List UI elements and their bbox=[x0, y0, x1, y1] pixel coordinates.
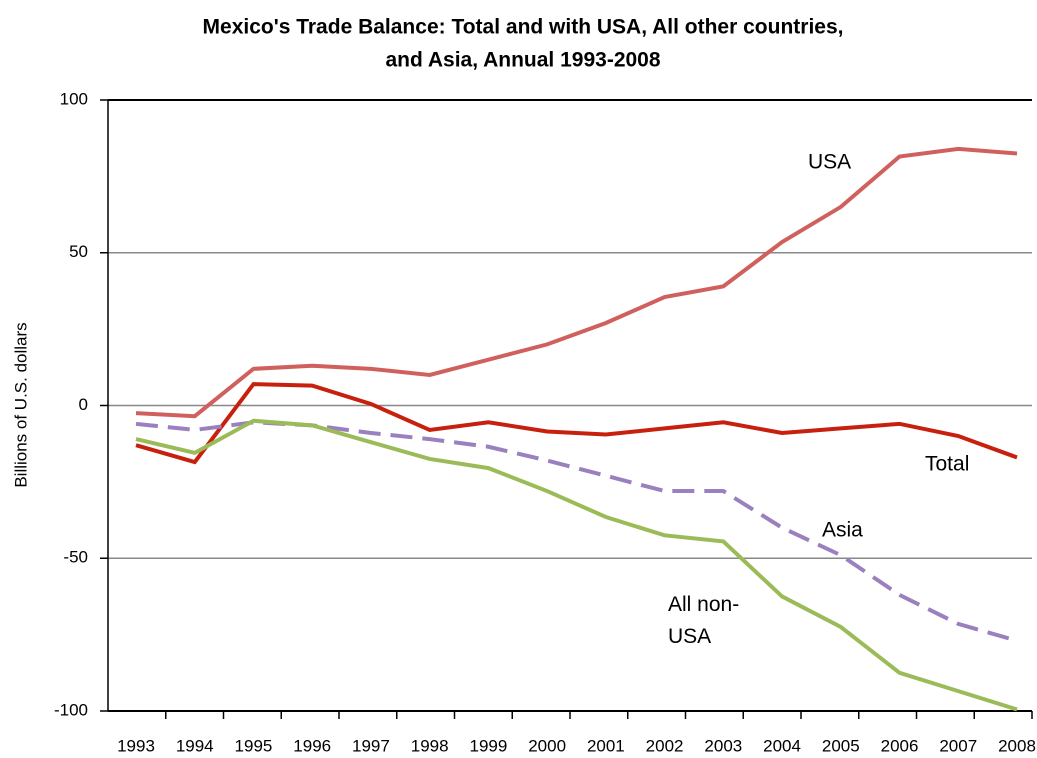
series-label: Asia bbox=[822, 519, 863, 542]
series-label: Total bbox=[925, 453, 969, 476]
x-tick-label: 2007 bbox=[939, 736, 977, 755]
x-tick-label: 1994 bbox=[176, 736, 214, 755]
x-tick-label: 2002 bbox=[646, 736, 684, 755]
x-tick-label: 2003 bbox=[704, 736, 742, 755]
series-label: USA bbox=[808, 151, 851, 174]
y-tick-label: 50 bbox=[69, 242, 88, 261]
x-tick-label: 1993 bbox=[117, 736, 155, 755]
chart-title: Mexico's Trade Balance: Total and with U… bbox=[203, 16, 844, 39]
x-tick-label: 2004 bbox=[763, 736, 801, 755]
x-tick-label: 2008 bbox=[998, 736, 1036, 755]
y-axis-label: Billions of U.S. dollars bbox=[11, 322, 30, 487]
series-line bbox=[135, 420, 1018, 643]
x-tick-label: 2001 bbox=[587, 736, 625, 755]
x-tick-label: 1996 bbox=[293, 736, 331, 755]
series-line bbox=[135, 382, 1018, 465]
x-tick-label: 1997 bbox=[352, 736, 390, 755]
x-tick-label: 2000 bbox=[528, 736, 566, 755]
y-tick-label: 0 bbox=[79, 395, 88, 414]
series-line bbox=[135, 146, 1018, 419]
y-tick-label: 100 bbox=[60, 89, 88, 108]
series-line bbox=[135, 418, 1018, 712]
y-tick-label: -100 bbox=[54, 700, 88, 719]
x-tick-label: 1998 bbox=[411, 736, 449, 755]
series-label: All non-USA bbox=[668, 593, 739, 648]
chart-title: and Asia, Annual 1993-2008 bbox=[385, 49, 660, 72]
x-tick-label: 1999 bbox=[469, 736, 507, 755]
x-tick-label: 1995 bbox=[235, 736, 273, 755]
x-tick-label: 2005 bbox=[822, 736, 860, 755]
x-tick-label: 2006 bbox=[881, 736, 919, 755]
y-tick-label: -50 bbox=[63, 548, 88, 567]
